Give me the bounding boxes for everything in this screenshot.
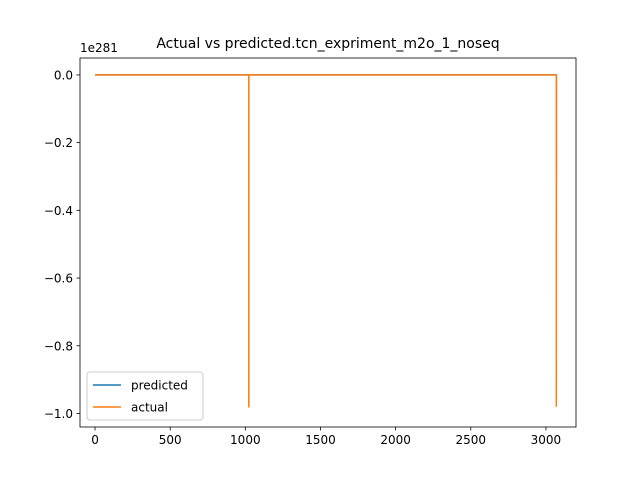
y-tick-label: −1.0 xyxy=(44,407,73,421)
series-line-actual xyxy=(95,74,558,408)
x-axis-ticks: 0 500 1000 1500 2000 2500 3000 xyxy=(91,427,561,447)
x-tick-label: 2000 xyxy=(380,433,411,447)
y-tick-label: 0.0 xyxy=(54,68,73,82)
x-tick-label: 1000 xyxy=(230,433,261,447)
x-tick-label: 1500 xyxy=(305,433,336,447)
legend-box xyxy=(86,371,204,421)
y-offset-label: 1e281 xyxy=(80,41,118,55)
y-tick-label: −0.2 xyxy=(44,136,73,150)
legend-label-predicted: predicted xyxy=(131,379,188,393)
series-layer xyxy=(95,74,558,408)
legend-label-actual: actual xyxy=(131,401,168,415)
x-tick-label: 0 xyxy=(91,433,99,447)
chart-title: Actual vs predicted.tcn_expriment_m2o_1_… xyxy=(156,36,499,52)
x-tick-label: 2500 xyxy=(456,433,487,447)
x-tick-label: 3000 xyxy=(531,433,562,447)
y-tick-label: −0.8 xyxy=(44,339,73,353)
legend: predicted actual xyxy=(86,371,204,421)
y-tick-label: −0.4 xyxy=(44,204,73,218)
x-tick-label: 500 xyxy=(159,433,182,447)
y-axis-ticks: 0.0 −0.2 −0.4 −0.6 −0.8 −1.0 xyxy=(44,68,80,421)
y-tick-label: −0.6 xyxy=(44,272,73,286)
plot-frame xyxy=(79,57,577,428)
